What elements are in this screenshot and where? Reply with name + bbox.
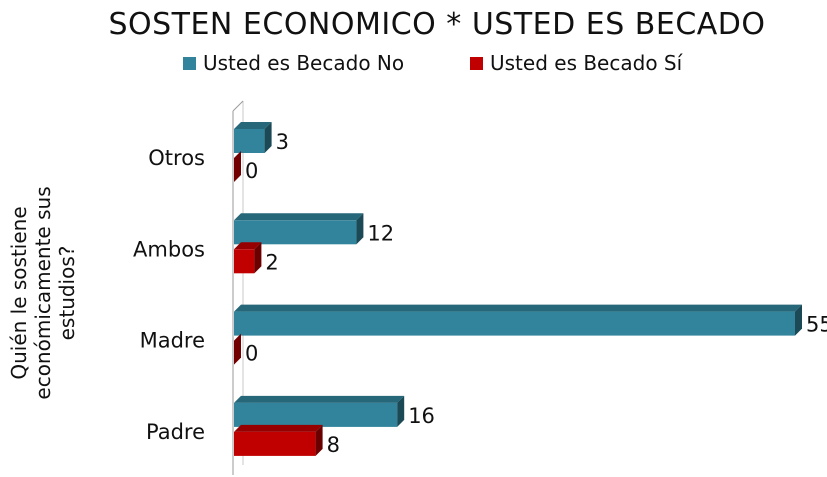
y-axis-title: Quién le sostiene económicamente sus est… bbox=[7, 186, 79, 399]
legend-label-si: Usted es Becado Sí bbox=[490, 51, 684, 75]
bar-padre-si bbox=[234, 425, 323, 456]
value-label-ambos-si: 2 bbox=[265, 250, 278, 274]
bar-zero-sliver bbox=[234, 151, 241, 182]
bar-zero-sliver bbox=[234, 334, 241, 365]
bar-front-face bbox=[234, 312, 795, 336]
legend: Usted es Becado No Usted es Becado Sí bbox=[183, 51, 684, 75]
value-label-madre-no: 55 bbox=[806, 313, 827, 337]
category-label-ambos: Ambos bbox=[133, 237, 205, 261]
legend-swatch-si bbox=[470, 57, 483, 70]
value-label-padre-si: 8 bbox=[327, 433, 340, 457]
y-axis-title-line-1: Quién le sostiene bbox=[7, 206, 31, 379]
legend-label-no: Usted es Becado No bbox=[203, 51, 404, 75]
bar-front-face bbox=[234, 220, 356, 244]
bar-otros-si bbox=[234, 151, 241, 182]
bar-top-face bbox=[234, 396, 404, 403]
value-label-padre-no: 16 bbox=[408, 404, 435, 428]
category-label-otros: Otros bbox=[148, 146, 205, 170]
value-label-ambos-no: 12 bbox=[367, 221, 394, 245]
legend-swatch-no bbox=[183, 57, 196, 70]
y-axis-title-line-3: estudios? bbox=[55, 246, 79, 341]
bar-madre-si bbox=[234, 334, 241, 365]
bar-padre-no bbox=[234, 396, 404, 427]
bar-top-face bbox=[234, 425, 323, 432]
bar-ambos-si bbox=[234, 242, 261, 273]
category-label-madre: Madre bbox=[140, 329, 205, 353]
bar-otros-no bbox=[234, 122, 272, 153]
bar-top-face bbox=[234, 213, 363, 220]
value-label-otros-no: 3 bbox=[276, 130, 289, 154]
bar-front-face bbox=[234, 432, 316, 456]
bar-ambos-no bbox=[234, 213, 363, 244]
chart-title: SOSTEN ECONOMICO * USTED ES BECADO bbox=[108, 7, 765, 42]
bar-madre-no bbox=[234, 305, 802, 336]
bar-front-face bbox=[234, 129, 265, 153]
bar-top-face bbox=[234, 305, 802, 312]
category-label-padre: Padre bbox=[146, 420, 205, 444]
y-axis-title-line-2: económicamente sus bbox=[31, 186, 55, 399]
bar-front-face bbox=[234, 403, 397, 427]
bar-front-face bbox=[234, 249, 254, 273]
value-label-otros-si: 0 bbox=[245, 159, 258, 183]
axis-wall-top bbox=[233, 101, 243, 111]
value-label-madre-si: 0 bbox=[245, 342, 258, 366]
